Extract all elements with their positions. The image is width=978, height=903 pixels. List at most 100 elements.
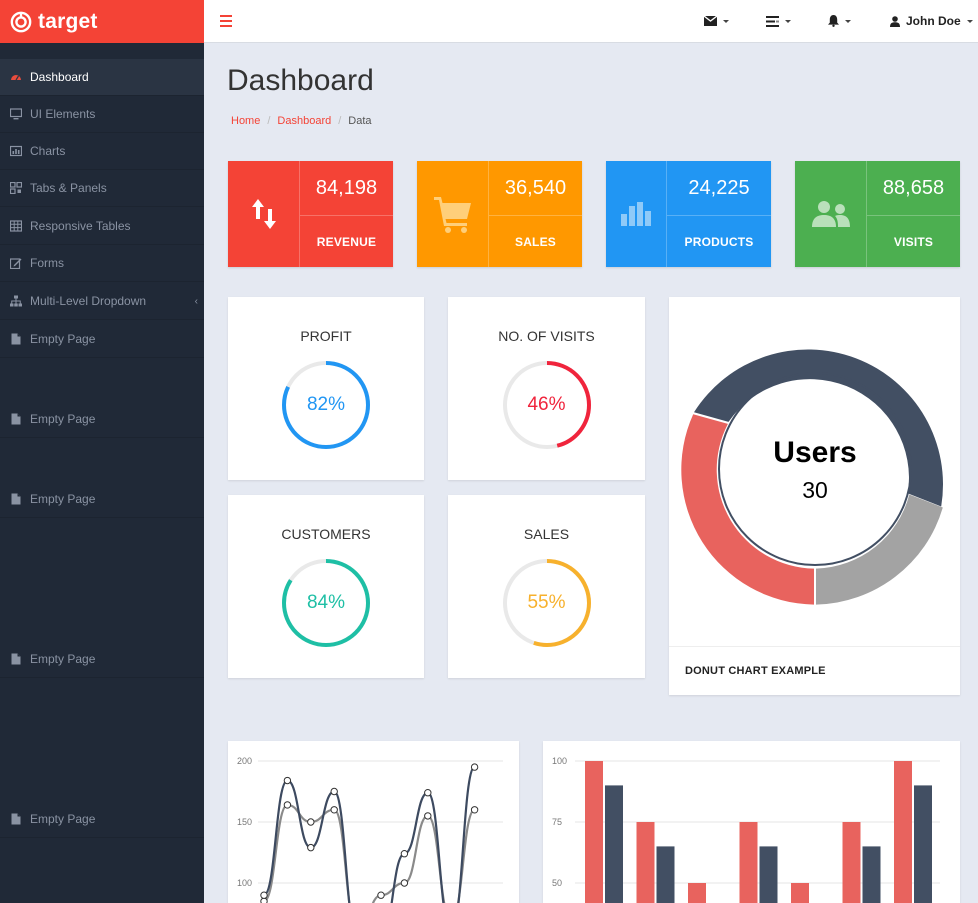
- bar[interactable]: [656, 846, 675, 903]
- desktop-icon: [10, 108, 22, 120]
- bar-chart-icon: [621, 202, 651, 226]
- stat-card-products: 24,225 PRODUCTS: [606, 161, 771, 267]
- brand-logo[interactable]: target: [0, 0, 204, 43]
- bar[interactable]: [791, 883, 809, 903]
- gauge-arc: [502, 361, 591, 449]
- bar[interactable]: [636, 822, 655, 903]
- bar[interactable]: [894, 761, 912, 903]
- menu-toggle-button[interactable]: [220, 15, 236, 27]
- sidebar-item-forms[interactable]: Forms: [0, 245, 204, 282]
- bar[interactable]: [759, 846, 778, 903]
- bar[interactable]: [688, 883, 706, 903]
- sidebar-item-label: Empty Page: [30, 332, 96, 346]
- file-icon: [11, 413, 21, 425]
- alerts-dropdown[interactable]: [828, 10, 851, 32]
- target-logo-icon: [10, 11, 32, 32]
- donut-chart-title: DONUT CHART EXAMPLE: [669, 646, 960, 695]
- bar[interactable]: [862, 846, 881, 903]
- y-tick-label: 50: [552, 878, 562, 888]
- line-point[interactable]: [377, 891, 385, 899]
- sidebar-item-label: Responsive Tables: [30, 219, 131, 233]
- stat-value: 36,540: [489, 161, 582, 216]
- line-series-path: [262, 803, 476, 903]
- line-chart-series: [260, 763, 479, 903]
- breadcrumb: Home / Dashboard / Data: [231, 115, 372, 127]
- stat-value: 24,225: [667, 161, 771, 216]
- bar[interactable]: [914, 785, 932, 903]
- gauge-value: 82%: [306, 394, 346, 415]
- page-title: Dashboard: [227, 64, 374, 97]
- gauge-arc: [282, 361, 370, 449]
- hamburger-line: [220, 25, 232, 27]
- tasks-icon: [766, 15, 779, 27]
- line-point[interactable]: [470, 806, 479, 814]
- line-point[interactable]: [330, 806, 338, 814]
- sidebar-item-empty-page[interactable]: Empty Page: [0, 401, 204, 438]
- chevron-left-icon: ‹: [194, 296, 198, 307]
- sidebar-item-empty-page[interactable]: Empty Page: [0, 321, 204, 358]
- bar[interactable]: [605, 785, 623, 903]
- bar[interactable]: [739, 822, 758, 903]
- qrcode-icon: [10, 182, 22, 194]
- line-point[interactable]: [260, 891, 268, 899]
- sidebar-item-tabs-panels[interactable]: Tabs & Panels: [0, 170, 204, 207]
- sort-arrows-icon: [251, 199, 276, 229]
- donut-chart: Users 30: [681, 349, 944, 605]
- gauge-title: NO. OF VISITS: [498, 328, 595, 344]
- y-tick-label: 100: [552, 756, 567, 766]
- user-name: John Doe: [906, 14, 961, 28]
- bar[interactable]: [842, 822, 861, 903]
- donut-center-label: Users: [773, 436, 856, 469]
- donut-segment: [694, 349, 944, 507]
- sidebar-item-empty-page[interactable]: Empty Page: [0, 801, 204, 838]
- sidebar-item-empty-page[interactable]: Empty Page: [0, 481, 204, 518]
- sidebar-item-ui-elements[interactable]: UI Elements: [0, 96, 204, 133]
- user-dropdown[interactable]: John Doe: [890, 10, 973, 32]
- line-point[interactable]: [400, 879, 409, 887]
- y-tick-label: 200: [237, 756, 252, 766]
- tasks-dropdown[interactable]: [766, 10, 791, 32]
- gauge-panel-profit: PROFIT 82%: [228, 297, 424, 480]
- gauge-ring: [282, 559, 370, 647]
- caret-down-icon: [966, 20, 973, 23]
- breadcrumb-home-link[interactable]: Home: [231, 115, 261, 127]
- sidebar-item-responsive-tables[interactable]: Responsive Tables: [0, 208, 204, 245]
- gauge-arc: [502, 559, 591, 647]
- stat-label: SALES: [514, 234, 556, 249]
- line-chart-grid: 200 150 100: [237, 756, 503, 888]
- bar[interactable]: [585, 761, 603, 903]
- line-point[interactable]: [400, 850, 409, 858]
- line-point[interactable]: [470, 763, 479, 771]
- donut-segment: [681, 414, 814, 605]
- messages-dropdown[interactable]: [704, 10, 729, 32]
- line-point[interactable]: [283, 801, 292, 809]
- hamburger-line: [220, 20, 232, 22]
- line-chart: 200 150 100: [237, 756, 503, 903]
- dashboard-icon: [11, 75, 21, 81]
- line-point[interactable]: [283, 776, 292, 785]
- stat-value: 84,198: [300, 161, 393, 216]
- gauge-value: 46%: [527, 394, 566, 415]
- line-point[interactable]: [307, 818, 315, 826]
- line-point[interactable]: [424, 789, 432, 797]
- bell-icon: [828, 15, 839, 27]
- sidebar-item-label: Empty Page: [30, 412, 96, 426]
- sidebar-item-charts[interactable]: Charts: [0, 133, 204, 170]
- file-icon: [11, 333, 21, 345]
- gauge-panel-sales: SALES 55%: [448, 495, 645, 678]
- breadcrumb-dashboard-link[interactable]: Dashboard: [277, 115, 332, 127]
- breadcrumb-separator: /: [267, 115, 271, 127]
- sidebar-item-dashboard[interactable]: Dashboard: [0, 59, 204, 96]
- line-point[interactable]: [424, 812, 432, 820]
- y-tick-label: 75: [552, 817, 562, 827]
- sidebar-item-empty-page[interactable]: Empty Page: [0, 641, 204, 678]
- gauge-title: SALES: [523, 526, 570, 542]
- line-point[interactable]: [330, 787, 338, 796]
- sidebar-item-multi-level-dropdown[interactable]: Multi-Level Dropdown ‹: [0, 283, 204, 320]
- gauge-panel-visits: NO. OF VISITS 46%: [448, 297, 645, 480]
- line-point[interactable]: [307, 843, 315, 852]
- stat-body: 88,658 VISITS: [867, 161, 960, 267]
- sidebar-item-label: UI Elements: [30, 107, 96, 121]
- table-icon: [10, 220, 22, 232]
- sidebar-item-label: Empty Page: [30, 652, 96, 666]
